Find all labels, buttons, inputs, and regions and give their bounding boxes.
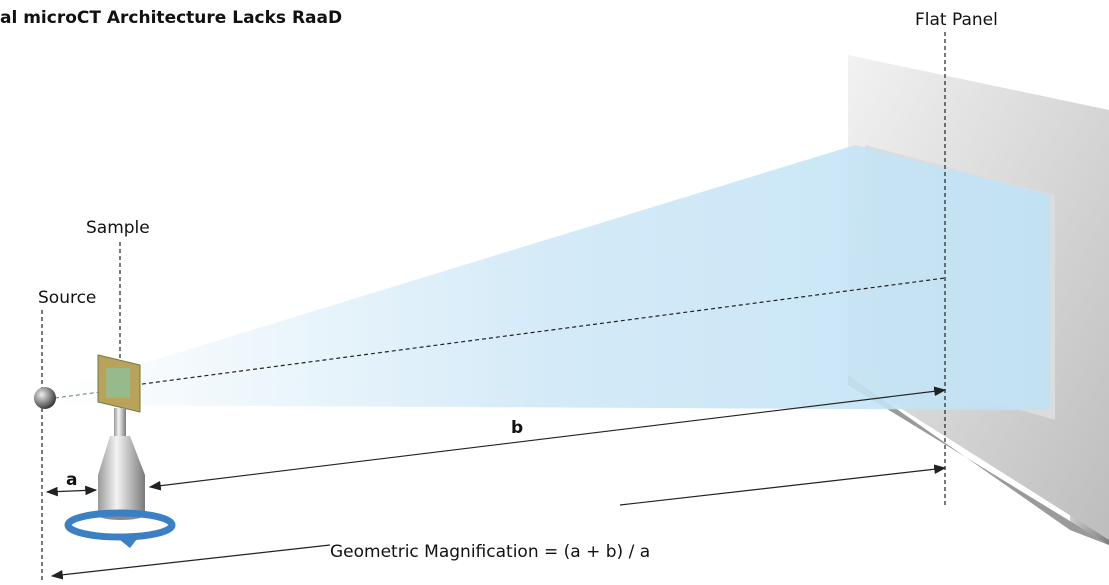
total-arrow-right bbox=[619, 464, 947, 506]
source bbox=[34, 387, 56, 409]
center-ray bbox=[134, 277, 946, 386]
sample-stage bbox=[64, 354, 176, 548]
flat-panel-label: Flat Panel bbox=[915, 10, 998, 30]
sample-label: Sample bbox=[86, 218, 150, 238]
b-label: b bbox=[511, 418, 523, 438]
source-label: Source bbox=[38, 288, 96, 308]
x-ray-beam bbox=[50, 145, 1050, 410]
formula: Geometric Magnification = (a + b) / a bbox=[330, 542, 650, 562]
a-arrow bbox=[45, 485, 98, 497]
source-ray bbox=[54, 391, 101, 399]
title: al microCT Architecture Lacks RaaD bbox=[0, 8, 342, 28]
b-arrow bbox=[148, 386, 947, 491]
total-arrow-left bbox=[50, 544, 331, 580]
a-label: a bbox=[66, 470, 77, 490]
